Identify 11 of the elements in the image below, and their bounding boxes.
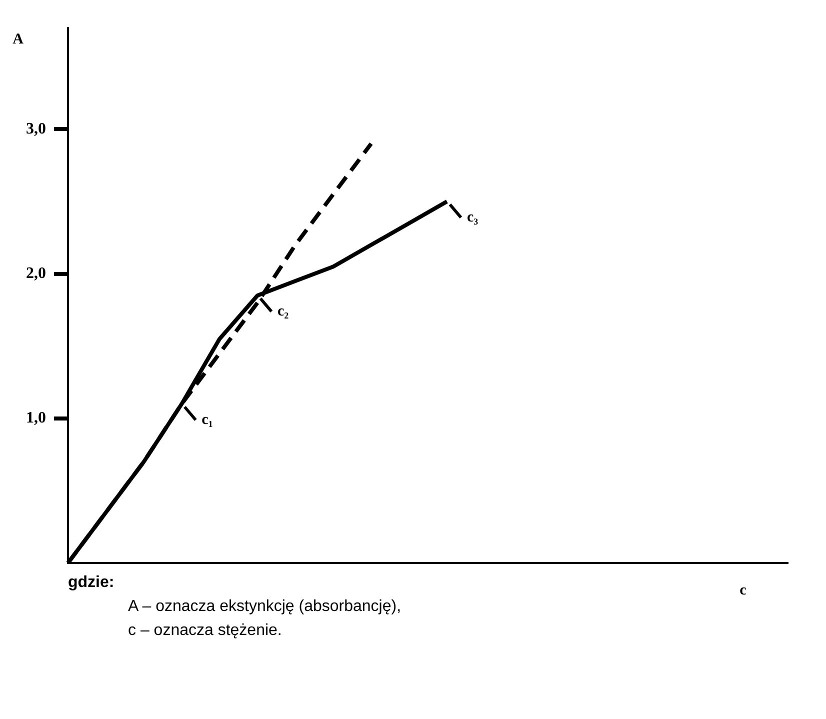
data-label: c₃ [466,209,479,226]
text: gdzie: [68,574,114,591]
text: A – oznacza ekstynkcję (absorbancję), [128,598,402,616]
text: c – oznacza stężenie. [128,622,283,640]
y-tick-label: 1,0 [26,410,46,427]
y-tick-label: 3,0 [26,120,46,138]
data-label: c₂ [277,303,290,320]
y-tick-label: 2,0 [26,264,46,282]
x-axis-title: c [740,582,747,598]
data-label: c₁ [202,412,213,428]
y-axis-title: A [12,31,24,48]
